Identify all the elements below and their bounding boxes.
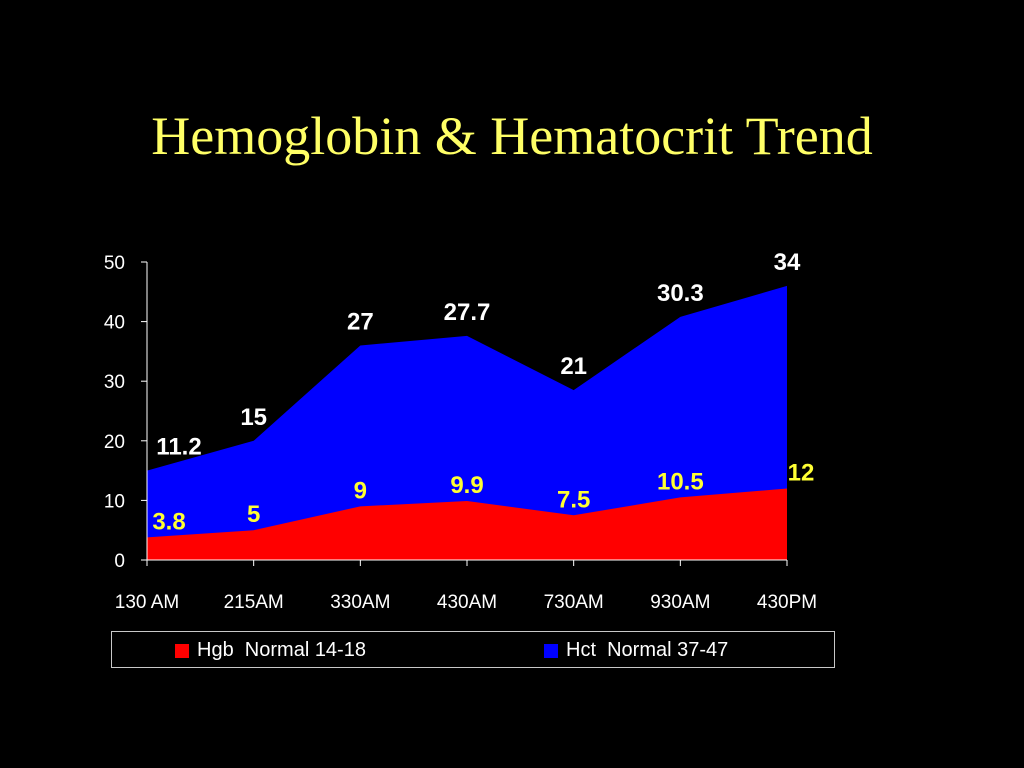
legend-swatch-hgb: [175, 643, 189, 658]
y-tick-label: 40: [104, 313, 125, 334]
data-label-hgb: 9: [354, 477, 367, 504]
legend-item-hct: Hct Normal 37-47: [544, 639, 728, 662]
data-label-hct: 27.7: [444, 299, 491, 326]
x-tick-labels: 130 AM 215AM 330AM 430AM 730AM 930AM 430PM: [115, 592, 817, 613]
chart-areas: [147, 285, 787, 560]
x-tick-label: 730AM: [544, 592, 604, 613]
chart-legend: Hgb Normal 14-18 Hct Normal 37-47: [111, 631, 835, 668]
data-labels: 11.2 15 27 27.7 21 30.3 34 3.8 5 9 9.9 7.5 10.5 12: [152, 249, 814, 536]
legend-label-hct: Hct Normal 37-47: [566, 639, 729, 661]
x-tick-label: 930AM: [650, 592, 710, 613]
data-label-hct: 27: [347, 308, 374, 335]
data-label-hgb: 10.5: [657, 468, 704, 495]
area-hgb: [147, 488, 787, 560]
data-label-hct: 34: [774, 249, 801, 276]
data-label-hgb: 9.9: [450, 472, 483, 499]
y-tick-label: 50: [104, 253, 125, 274]
x-tick-label: 430AM: [437, 592, 497, 613]
data-label-hct: 15: [240, 404, 267, 431]
y-tick-label: 0: [114, 551, 125, 572]
data-label-hct: 11.2: [156, 434, 201, 461]
slide-title: Hemoglobin & Hematocrit Trend: [151, 106, 873, 166]
chart-axes: [141, 261, 788, 566]
x-tick-label: 430PM: [757, 592, 817, 613]
legend-label-hgb: Hgb Normal 14-18: [197, 639, 366, 661]
data-label-hgb: 5: [247, 501, 260, 528]
data-label-hct: 30.3: [657, 280, 704, 307]
y-tick-labels: 0 10 20 30 40 50: [104, 253, 125, 572]
legend-item-hgb: Hgb Normal 14-18: [175, 639, 366, 662]
data-label-hgb: 3.8: [152, 508, 185, 535]
x-tick-label: 330AM: [330, 592, 390, 613]
y-tick-label: 10: [104, 491, 125, 512]
x-tick-label: 215AM: [224, 592, 284, 613]
x-tick-label: 130 AM: [115, 592, 179, 613]
area-hct: [147, 285, 787, 560]
y-tick-label: 30: [104, 372, 125, 393]
data-label-hgb: 12: [788, 459, 815, 486]
data-label-hgb: 7.5: [557, 486, 590, 513]
y-tick-label: 20: [104, 432, 125, 453]
legend-swatch-hct: [544, 643, 558, 658]
data-label-hct: 21: [560, 353, 587, 380]
